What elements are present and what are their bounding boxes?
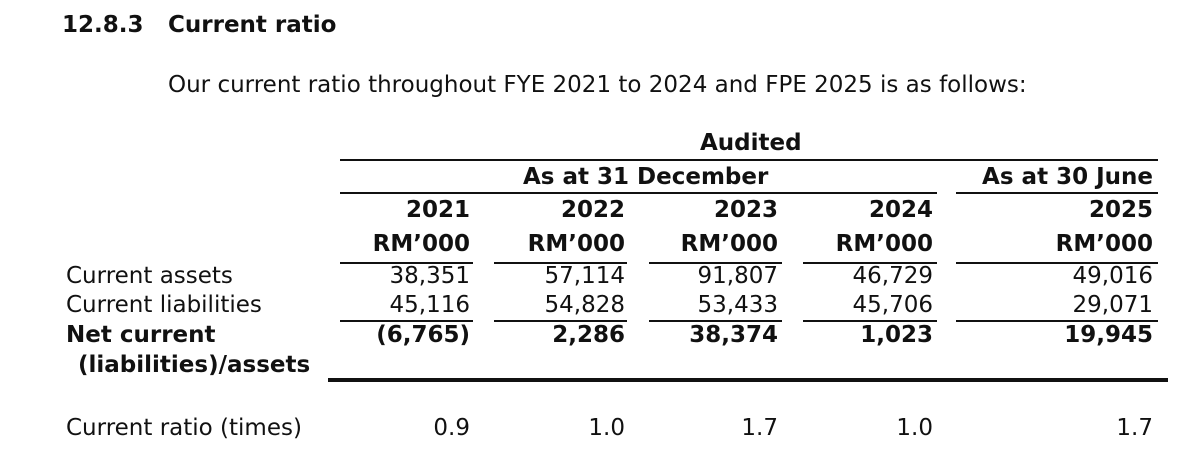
header-rule-2022 <box>494 262 627 264</box>
subtotal-rule-2024 <box>803 320 937 322</box>
june-group-rule <box>956 192 1158 194</box>
year-header-2024: 2024 <box>868 197 933 223</box>
row-label-current-ratio: Current ratio (times) <box>66 415 302 441</box>
unit-header-2023: RM’000 <box>680 231 778 257</box>
row-label-net-current-line2: (liabilities)/assets <box>78 352 311 378</box>
december-group-rule <box>340 192 937 194</box>
subtotal-rule-2021 <box>340 320 473 322</box>
current-liabilities-2023: 53,433 <box>697 292 778 318</box>
as-at-31-december-header: As at 31 December <box>523 164 769 190</box>
total-rule <box>328 378 1168 382</box>
current-assets-2022: 57,114 <box>544 263 625 289</box>
audited-header: Audited <box>700 130 802 156</box>
unit-header-2024: RM’000 <box>835 231 933 257</box>
year-header-2023: 2023 <box>713 197 778 223</box>
current-liabilities-2024: 45,706 <box>852 292 933 318</box>
current-assets-2025: 49,016 <box>1072 263 1153 289</box>
intro-text: Our current ratio throughout FYE 2021 to… <box>168 72 1027 98</box>
subtotal-rule-2025 <box>956 320 1158 322</box>
current-assets-2021: 38,351 <box>389 263 470 289</box>
unit-header-2021: RM’000 <box>372 231 470 257</box>
year-header-2025: 2025 <box>1088 197 1153 223</box>
section-number: 12.8.3 <box>62 12 144 38</box>
unit-header-2022: RM’000 <box>527 231 625 257</box>
unit-header-2025: RM’000 <box>1055 231 1153 257</box>
current-ratio-2021: 0.9 <box>433 415 470 441</box>
net-current-2024: 1,023 <box>860 322 933 348</box>
row-label-current-liabilities: Current liabilities <box>66 292 262 318</box>
current-ratio-2022: 1.0 <box>588 415 625 441</box>
as-at-30-june-header: As at 30 June <box>982 164 1153 190</box>
net-current-2025: 19,945 <box>1064 322 1153 348</box>
row-label-current-assets: Current assets <box>66 263 233 289</box>
net-current-2022: 2,286 <box>552 322 625 348</box>
current-ratio-2024: 1.0 <box>896 415 933 441</box>
current-liabilities-2021: 45,116 <box>389 292 470 318</box>
header-rule-2021 <box>340 262 473 264</box>
net-current-2021: (6,765) <box>376 322 470 348</box>
row-label-net-current-line1: Net current <box>66 322 216 348</box>
current-liabilities-2022: 54,828 <box>544 292 625 318</box>
subtotal-rule-2022 <box>494 320 627 322</box>
header-rule-2023 <box>649 262 782 264</box>
current-assets-2024: 46,729 <box>852 263 933 289</box>
subtotal-rule-2023 <box>649 320 782 322</box>
current-ratio-2025: 1.7 <box>1116 415 1153 441</box>
year-header-2022: 2022 <box>560 197 625 223</box>
year-header-2021: 2021 <box>405 197 470 223</box>
current-assets-2023: 91,807 <box>697 263 778 289</box>
section-title: Current ratio <box>168 12 337 38</box>
header-rule-2025 <box>956 262 1158 264</box>
current-liabilities-2025: 29,071 <box>1072 292 1153 318</box>
audited-rule <box>340 159 1158 161</box>
header-rule-2024 <box>803 262 937 264</box>
current-ratio-2023: 1.7 <box>741 415 778 441</box>
net-current-2023: 38,374 <box>689 322 778 348</box>
